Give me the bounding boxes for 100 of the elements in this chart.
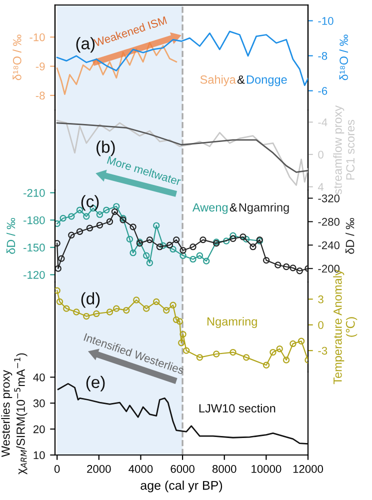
point	[242, 236, 250, 243]
point	[172, 316, 180, 324]
point	[103, 206, 110, 214]
point	[290, 340, 296, 348]
y-tick-label: 40	[33, 373, 45, 382]
point	[282, 356, 290, 364]
series-label: Aweng	[192, 203, 228, 214]
y-tick-label: 10	[34, 451, 45, 460]
point	[163, 306, 170, 314]
point	[96, 211, 104, 218]
y-axis-title: δD / ‰	[6, 218, 16, 254]
annotation: &	[230, 203, 238, 212]
x-tick-label: 6000	[170, 465, 194, 473]
series-label: Ngamring	[207, 316, 257, 328]
y-axis-title: δ¹⁸O / ‰	[12, 34, 22, 80]
point	[146, 236, 154, 244]
point	[178, 340, 185, 346]
point	[173, 236, 180, 244]
point	[96, 222, 104, 228]
y-axis-title: Westerlies proxy χ$_{ARM}$/SIRM(10$^{−5}$mA$^{−1}$)	[1, 353, 28, 474]
y2-axis-title: δD / ‰	[346, 218, 354, 254]
point	[86, 224, 94, 232]
y2-axis-title: δ¹⁸O / ‰	[339, 34, 348, 80]
point	[222, 238, 230, 244]
point	[93, 310, 100, 318]
point	[298, 338, 305, 344]
y2-tick-label: 3	[318, 295, 324, 304]
y-tick-label: 30	[33, 399, 45, 408]
y-tick-label: -150	[24, 244, 45, 252]
point	[143, 305, 150, 312]
point	[68, 232, 75, 238]
point	[146, 260, 154, 266]
point	[55, 265, 62, 272]
point	[180, 247, 186, 254]
point	[63, 305, 70, 312]
point	[111, 208, 118, 216]
point	[143, 252, 150, 259]
point	[60, 214, 66, 222]
point	[153, 298, 160, 306]
point	[196, 252, 204, 259]
point	[262, 256, 270, 264]
y2-tick-label: -6	[318, 87, 328, 95]
point	[133, 296, 140, 304]
point	[170, 246, 176, 253]
point	[160, 242, 166, 249]
y2-tick-label: -280	[318, 218, 340, 226]
point	[123, 306, 130, 314]
annotation: (c)	[81, 195, 99, 211]
x-tick-label: 4000	[128, 465, 153, 473]
point	[106, 308, 114, 316]
series-label: Ngamring	[239, 202, 289, 214]
y2-tick-label: -8	[318, 52, 328, 60]
y-tick-label: -8	[36, 92, 45, 100]
y2-tick-label: -320	[318, 194, 340, 202]
point	[113, 203, 120, 210]
point	[126, 236, 134, 243]
point	[276, 346, 283, 352]
x-tick-label: 10000	[252, 465, 282, 473]
point	[250, 244, 256, 250]
x-axis-title: age (cal yr BP)	[140, 480, 222, 492]
point	[240, 234, 246, 240]
point	[68, 213, 75, 220]
point	[55, 287, 60, 294]
y-tick-label: 20	[33, 425, 45, 434]
point	[213, 350, 220, 358]
point	[83, 213, 90, 220]
point	[230, 235, 236, 242]
point	[190, 256, 196, 263]
point	[73, 308, 80, 316]
point	[230, 348, 236, 356]
point	[113, 305, 120, 312]
y2-tick-label: 0	[318, 321, 324, 329]
annotation: (e)	[86, 376, 105, 392]
point	[262, 362, 270, 368]
point	[180, 330, 186, 338]
point	[55, 240, 60, 247]
point	[274, 262, 282, 268]
point	[290, 264, 296, 272]
point	[170, 302, 176, 308]
point	[230, 232, 236, 239]
point	[282, 263, 290, 270]
point	[190, 244, 196, 250]
annotation: (d)	[81, 292, 100, 308]
y-tick-label: -180	[24, 216, 45, 224]
text: Sahiya	[200, 75, 236, 86]
y-tick-label: -9	[36, 62, 45, 70]
point	[296, 268, 303, 274]
point	[242, 354, 250, 361]
point	[56, 298, 64, 306]
point	[196, 354, 204, 361]
point	[200, 236, 206, 244]
series-label: Dongge	[246, 76, 287, 86]
point	[76, 228, 84, 235]
point	[176, 318, 184, 325]
x-tick-label: 0	[54, 465, 60, 473]
x-tick-label: 12000	[293, 465, 324, 473]
point	[203, 258, 210, 264]
point	[180, 252, 186, 259]
point	[130, 224, 136, 230]
point	[106, 218, 114, 225]
